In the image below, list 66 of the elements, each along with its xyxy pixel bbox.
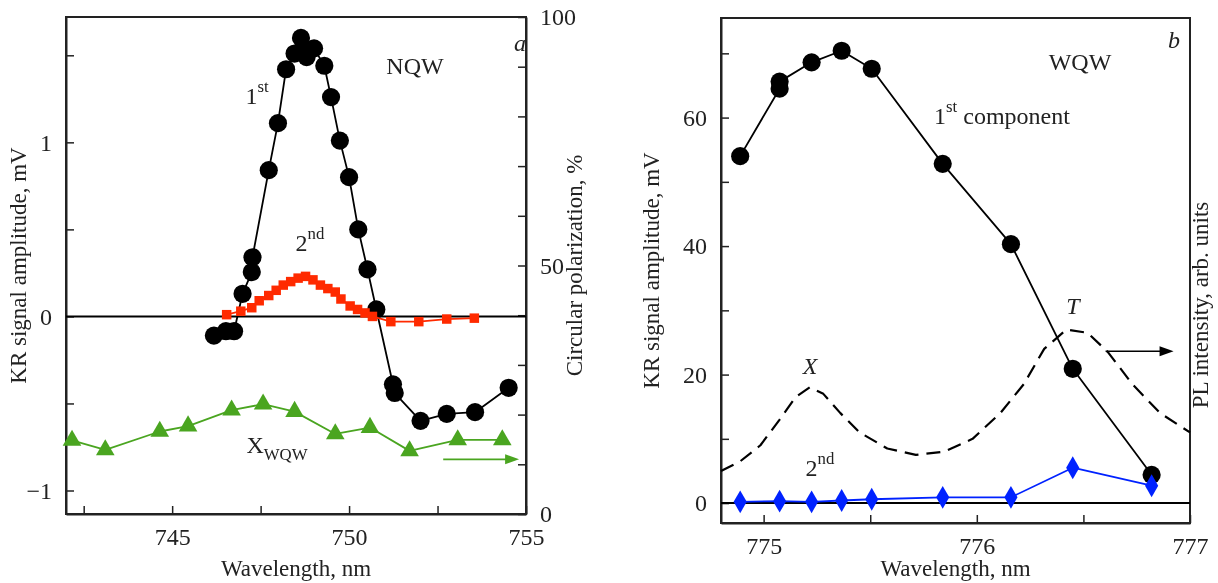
point: [386, 316, 396, 327]
point: [254, 296, 264, 306]
point: [358, 260, 377, 279]
point: [465, 403, 485, 422]
point: [437, 404, 456, 423]
point: [731, 147, 750, 166]
y2-tick-label: 50: [540, 252, 564, 279]
x-tick-label: 745: [154, 524, 191, 551]
y2-tick-label: 100: [540, 4, 576, 31]
annotation: WQW: [1048, 48, 1112, 75]
point: [1063, 359, 1082, 378]
point: [236, 306, 246, 316]
point: [499, 378, 518, 397]
y-tick-label: 0: [695, 490, 707, 517]
point: [469, 313, 480, 323]
point: [271, 285, 281, 296]
point: [385, 383, 404, 403]
annotation: X: [801, 352, 819, 379]
x-tick-label: 777: [1172, 533, 1209, 560]
point: [243, 248, 262, 267]
point: [277, 60, 296, 79]
annotation: 1$^{st}$: [245, 77, 269, 109]
annotation: 1$^{st}$ component: [934, 97, 1071, 129]
y-tick-label: 0: [40, 303, 52, 330]
point: [349, 220, 368, 239]
point: [933, 154, 952, 173]
annotation: a: [514, 29, 526, 56]
y2-axis-title: PL intensity, arb. units: [1188, 201, 1213, 409]
point: [247, 302, 257, 313]
point: [367, 311, 378, 322]
y2-axis-title: Circular polarization, %: [562, 154, 587, 377]
annotation: b: [1168, 26, 1180, 53]
annotation: 2$^{nd}$: [805, 449, 835, 481]
annotation: T: [1066, 292, 1082, 319]
point: [1001, 235, 1021, 254]
point: [242, 262, 261, 282]
point: [832, 41, 851, 60]
annotation: X$_{WQW}$: [246, 431, 308, 465]
y-tick-label: −1: [26, 477, 52, 504]
point: [802, 53, 821, 72]
annotation: 2$^{nd}$: [295, 224, 325, 256]
point: [442, 314, 452, 324]
point: [862, 59, 881, 78]
y-tick-label: 1: [40, 129, 52, 156]
point: [330, 131, 349, 150]
point: [259, 161, 278, 180]
point: [308, 275, 318, 285]
y-tick-label: 20: [683, 361, 707, 388]
point: [411, 411, 430, 430]
point: [233, 284, 252, 303]
point: [221, 309, 232, 320]
annotation: NQW: [386, 52, 444, 79]
point: [336, 294, 346, 304]
y-tick-label: 60: [683, 104, 707, 131]
y-axis-title: KR signal amplitude, mV: [639, 151, 664, 389]
y-axis-title: KR signal amplitude, mV: [6, 146, 31, 384]
point: [321, 88, 341, 107]
point: [339, 168, 359, 187]
point: [315, 56, 334, 75]
x-axis-title: Wavelength, nm: [220, 556, 372, 581]
y-tick-label: 40: [683, 233, 707, 260]
x-tick-label: 775: [746, 533, 783, 560]
x-tick-label: 750: [331, 524, 368, 551]
point: [414, 316, 424, 327]
point: [268, 114, 288, 133]
point: [304, 39, 324, 58]
